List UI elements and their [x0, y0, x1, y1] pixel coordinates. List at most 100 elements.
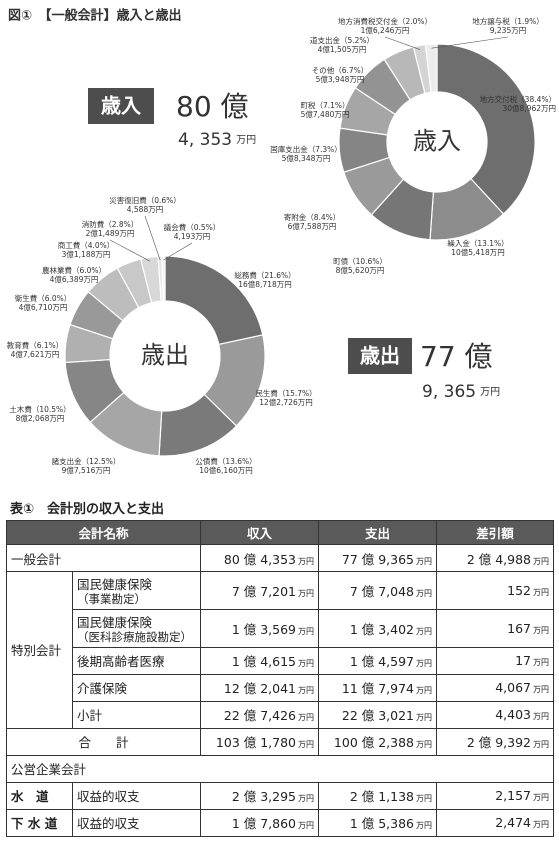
amount: 167: [507, 620, 532, 636]
center-label: 歳出: [141, 341, 189, 369]
category-label: 国庫支出金: [270, 144, 308, 154]
unit: 万円: [298, 626, 315, 636]
category-label: 災害復旧費: [109, 195, 147, 205]
amount-label: 4億6,389万円: [50, 274, 99, 284]
category-label: 地方消費税交付金: [338, 16, 398, 26]
amount-label: 5億3,948万円: [316, 74, 365, 84]
row-label: 国民健康保険 （医科診療施設勘定）: [71, 608, 202, 648]
charts: 図① 【一般会計】歳入と歳出 地方交付税（38.4%）30億8,962万円繰入金…: [7, 8, 556, 476]
total-man-value: 4, 353: [178, 130, 232, 150]
unit: 万円: [533, 587, 550, 597]
row-label-line: （医科診療施設勘定）: [77, 629, 192, 644]
slice-label: 農林業費（6.0%）: [42, 265, 106, 275]
amount-label: 4億6,710万円: [19, 302, 68, 312]
value-label: （5.2%）: [340, 36, 374, 45]
leader-line: [163, 242, 193, 261]
unit: 万円: [416, 588, 433, 598]
row-label-line: 小計: [77, 708, 103, 724]
amount: 1 億 5,386: [349, 816, 415, 832]
badge: [88, 88, 154, 124]
slice-label: 教育費（6.1%）: [7, 340, 64, 350]
unit: 万円: [533, 556, 550, 566]
unit: 万円: [298, 686, 315, 696]
amount-label: 30億8,962万円: [502, 103, 556, 113]
category-label: 地方交付税: [480, 94, 518, 104]
header-cell: 支出: [318, 520, 438, 545]
category-label: 消防費: [82, 219, 105, 229]
slice-label: 地方譲与税（1.9%）: [472, 16, 544, 26]
amount-label: 6億7,588万円: [288, 221, 337, 231]
row-label-line: 国民健康保険: [77, 577, 153, 592]
value-label: （13.1%）: [470, 239, 509, 248]
category-label: その他: [312, 65, 335, 75]
amount: 2 億 1,138: [349, 789, 415, 805]
header-cell: 差引額: [436, 520, 555, 545]
category-label: 農林業費: [42, 265, 72, 275]
total-man: 9, 365 万円: [422, 382, 500, 402]
unit: 万円: [533, 793, 550, 803]
category-label: 繰入金: [447, 238, 470, 248]
leader-line: [144, 215, 161, 261]
value-label: （0.5%）: [186, 223, 220, 232]
amount: 2 億 4,988: [466, 551, 532, 567]
amount: 2,157: [495, 788, 532, 804]
figure-title: 図① 【一般会計】歳入と歳出: [8, 8, 182, 24]
row: 後期高齢者医療 1 億 4,615 万円 1 億 4,597 万円 17 万円: [7, 646, 555, 675]
slice-label: 災害復旧費（0.6%）: [109, 195, 181, 205]
badge-label: 歳出: [360, 344, 400, 368]
total-unit: 万円: [236, 135, 256, 146]
category-label: 教育費: [7, 340, 30, 350]
pie-slice: [161, 255, 166, 302]
unit: 万円: [533, 685, 550, 695]
unit: 万円: [533, 625, 550, 635]
unit: 万円: [298, 556, 315, 566]
value-label: （12.5%）: [82, 457, 121, 466]
value-label: （6.1%）: [29, 341, 63, 350]
header-row: 会計名称 収入 支出 差引額: [5, 520, 555, 545]
amount: 22 億 7,426: [223, 708, 297, 724]
amount-label: 16億8,718万円: [238, 279, 292, 289]
row-label: 水 道: [6, 781, 73, 810]
amount: 80 億 4,353: [223, 551, 297, 567]
slice-label: 道支出金（5.2%）: [310, 35, 374, 45]
leader-line: [109, 239, 151, 262]
pie-slice: [164, 255, 264, 346]
value-label: （7.1%）: [315, 101, 349, 110]
amount: 2,474: [495, 815, 532, 831]
value-label: （6.0%）: [72, 266, 106, 275]
unit: 万円: [416, 821, 433, 831]
slice-label: その他（6.7%）: [312, 65, 369, 75]
amount-cell: 167 万円: [436, 608, 555, 648]
row-label: 後期高齢者医療: [71, 646, 202, 675]
row-item: 収益的収支: [71, 808, 202, 837]
unit: 万円: [298, 659, 315, 669]
row-label: 介護保険: [71, 673, 202, 702]
slice-label: 諸支出金（12.5%）: [52, 456, 121, 466]
category-label: 地方譲与税: [472, 16, 510, 26]
row: 特別会計 国民健康保険 （事業勘定） 7 億 7,201 万円 7 億 7,048 万円 15…: [6, 571, 555, 729]
row: 水 道収益的収支 2 億 3,295 万円 2 億 1,138 万円 2,157 万円: [6, 781, 555, 810]
category-label: 寄附金: [284, 212, 307, 222]
total-oku: 77 億: [420, 340, 493, 373]
slice-label: 寄附金（8.4%）: [284, 212, 341, 222]
unit: 万円: [533, 740, 550, 750]
amount: 1 億 4,597: [349, 654, 415, 670]
value-label: （2.8%）: [104, 220, 138, 229]
amount-label: 8億2,068万円: [16, 413, 65, 423]
row: 合 計 103 億 1,780 万円 100 億 2,388 万円 2 億 9,392 万円: [5, 727, 555, 756]
unit: 万円: [533, 658, 550, 668]
amount: 7 億 7,048: [349, 583, 415, 599]
category-label: 町税: [300, 100, 315, 110]
value-label: （4.0%）: [80, 241, 114, 250]
category-label: 諸支出金: [52, 456, 82, 466]
unit: 万円: [416, 659, 433, 669]
amount-cell: 1 億 5,386 万円: [318, 808, 438, 837]
amount: 17: [515, 653, 532, 669]
slice-label: 町税（7.1%）: [300, 100, 349, 110]
total-unit: 万円: [480, 387, 500, 398]
category-label: 公債費: [195, 456, 218, 466]
value-label: （7.3%）: [308, 145, 342, 154]
category-label: 議会費: [164, 222, 187, 232]
value-label: （0.6%）: [147, 196, 181, 205]
row-label: 小計: [71, 700, 202, 729]
